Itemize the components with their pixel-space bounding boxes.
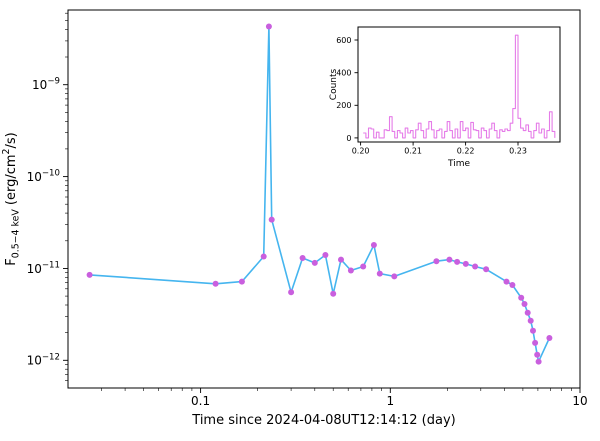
main-frame <box>67 9 581 389</box>
data-point-marker <box>391 273 398 280</box>
inset-xtick-label: 0.20 <box>352 147 370 156</box>
inset-xtick-label: 0.23 <box>509 147 527 156</box>
data-point-marker <box>546 335 553 341</box>
main-xaxis-label: Time since 2024-04-08UT12:14:12 (day) <box>191 413 455 428</box>
data-point-marker <box>260 253 267 260</box>
inset-background <box>358 27 560 142</box>
data-point-marker <box>322 252 329 258</box>
data-point-marker <box>360 263 367 270</box>
data-point-marker <box>265 23 272 30</box>
main-ytick-label: 10−12 <box>27 352 60 367</box>
data-point-marker <box>370 242 377 248</box>
inset-xtick-label: 0.21 <box>404 147 422 156</box>
main-yaxis-label: F0.5−4 keV (erg/cm2/s) <box>1 132 22 265</box>
data-point-marker <box>472 263 479 270</box>
data-point-marker <box>311 259 318 266</box>
data-point-marker <box>509 282 516 288</box>
main-axes: 0.1 1 10 10−12 10−11 10−10 10−9 Time since 2024… <box>1 9 588 428</box>
inset-ytick-label: 400 <box>336 69 351 78</box>
data-point-marker <box>483 266 490 273</box>
inset-ytick-label: 0 <box>346 134 351 143</box>
data-point-marker <box>299 255 306 261</box>
main-markers <box>86 23 553 365</box>
inset-xtick-label: 0.22 <box>457 147 475 156</box>
data-point-marker <box>535 358 542 365</box>
data-point-marker <box>347 267 354 274</box>
data-point-marker <box>524 309 531 316</box>
main-xtick-label: 1 <box>386 394 394 408</box>
data-point-marker <box>433 258 440 265</box>
inset-yaxis-label: Counts <box>329 68 339 100</box>
main-ytick-label: 10−11 <box>27 260 60 275</box>
data-point-marker <box>446 256 453 263</box>
main-xtick-label: 10 <box>572 394 587 408</box>
inset-axes: 0.20 0.21 0.22 0.23 0 200 400 600 Time Counts <box>329 26 561 169</box>
data-point-marker <box>521 301 528 307</box>
inset-ytick-label: 600 <box>336 36 351 45</box>
data-point-marker <box>454 258 461 265</box>
data-point-marker <box>268 216 275 223</box>
data-point-marker <box>462 260 469 267</box>
inset-frame <box>357 26 561 143</box>
main-ytick-label: 10−9 <box>32 77 60 92</box>
data-point-marker <box>212 280 219 287</box>
data-point-marker <box>330 290 337 297</box>
data-point-marker <box>288 289 295 296</box>
data-point-marker <box>527 317 534 324</box>
data-point-marker <box>376 270 383 277</box>
data-point-marker <box>518 294 525 301</box>
data-point-marker <box>86 271 93 278</box>
data-point-marker <box>532 339 539 346</box>
data-point-marker <box>530 327 536 334</box>
data-point-marker <box>503 278 510 285</box>
data-point-marker <box>238 278 245 285</box>
main-ytick-label: 10−10 <box>27 169 60 184</box>
main-xtick-label: 0.1 <box>191 394 210 408</box>
main-series-line <box>89 25 551 363</box>
inset-ytick-label: 200 <box>336 101 351 110</box>
data-point-marker <box>338 256 344 263</box>
inset-xaxis-label: Time <box>447 159 470 169</box>
data-point-marker <box>534 351 541 358</box>
inset-series-line <box>363 34 556 139</box>
